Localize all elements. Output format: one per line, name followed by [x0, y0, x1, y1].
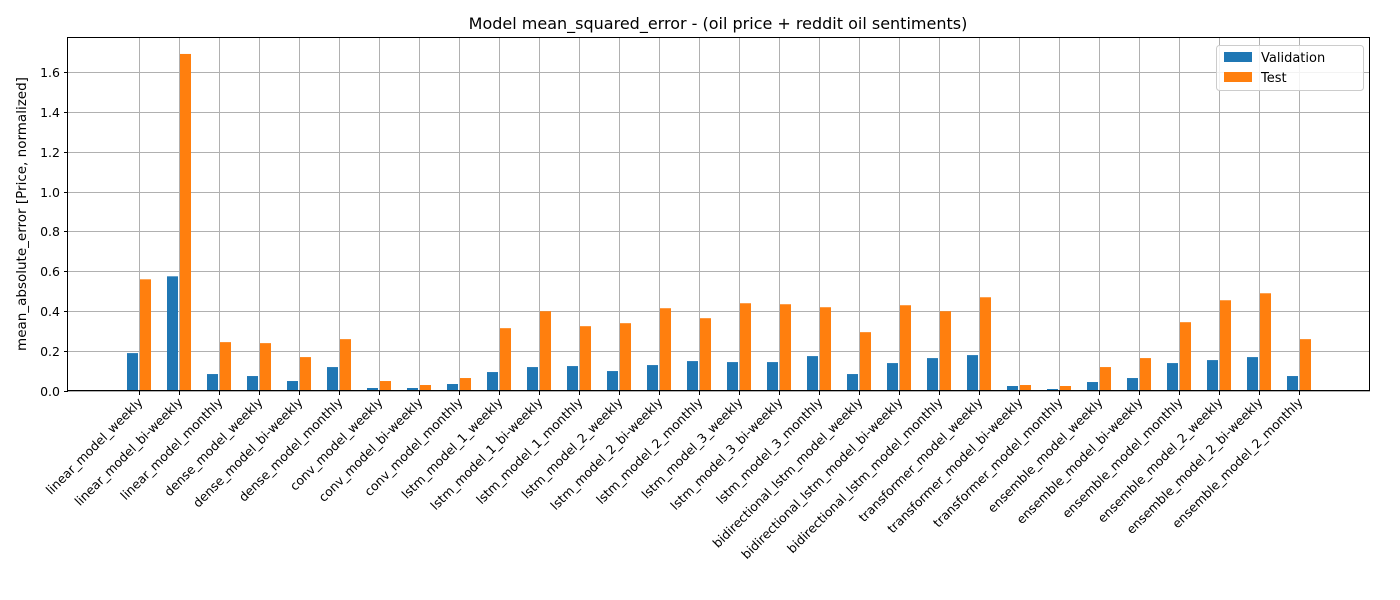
validation-bar — [1287, 376, 1298, 391]
legend-label: Test — [1260, 71, 1287, 86]
test-bar — [1100, 367, 1111, 391]
y-tick-label: 0.8 — [40, 224, 60, 239]
validation-bar — [207, 374, 218, 391]
test-bar — [340, 339, 351, 391]
validation-bar — [807, 356, 818, 391]
test-bar — [1020, 385, 1031, 391]
validation-bar — [1127, 378, 1138, 391]
validation-bar — [127, 353, 138, 391]
test-bar — [660, 308, 671, 391]
test-bar — [500, 328, 511, 391]
test-bar — [220, 342, 231, 391]
validation-bar — [1167, 363, 1178, 391]
legend-frame — [1216, 45, 1364, 91]
test-bar — [700, 318, 711, 391]
test-bar — [1060, 386, 1071, 391]
validation-bar — [1207, 360, 1218, 391]
y-tick-label: 1.6 — [40, 65, 60, 80]
test-bar — [1300, 339, 1311, 391]
test-bar — [940, 311, 951, 391]
test-bar — [900, 305, 911, 391]
test-bar — [740, 303, 751, 391]
validation-bar — [567, 366, 578, 391]
y-tick-label: 0.2 — [40, 344, 60, 359]
validation-bar — [327, 367, 338, 391]
validation-bar — [447, 384, 458, 391]
test-bar — [540, 311, 551, 391]
validation-bar — [247, 376, 258, 391]
test-bar — [1260, 293, 1271, 391]
validation-bar — [1087, 382, 1098, 391]
validation-bar — [647, 365, 658, 391]
test-bar — [300, 357, 311, 391]
test-bar — [180, 53, 191, 391]
validation-bar — [607, 371, 618, 391]
validation-bar — [927, 358, 938, 391]
test-bar — [780, 304, 791, 391]
y-axis-ticks: 0.0 0.2 0.4 0.6 0.8 1.0 1.2 1.4 1.6 — [40, 65, 68, 399]
legend-swatch — [1224, 72, 1252, 82]
validation-bar — [887, 363, 898, 391]
validation-bar — [367, 388, 378, 391]
x-axis-ticks: linear_model_weeklylinear_model_bi-weekl… — [43, 391, 1306, 562]
chart-title: Model mean_squared_error - (oil price + … — [469, 14, 968, 34]
test-bar — [860, 332, 871, 391]
validation-bar — [847, 374, 858, 391]
validation-bar — [287, 381, 298, 391]
validation-bar — [407, 388, 418, 391]
test-bar — [380, 381, 391, 391]
test-bar — [140, 279, 151, 391]
y-tick-label: 0.6 — [40, 264, 60, 279]
test-bar — [1220, 300, 1231, 391]
test-bar — [820, 307, 831, 391]
validation-bar — [487, 372, 498, 391]
validation-bar — [687, 361, 698, 391]
validation-bar — [527, 367, 538, 391]
bars — [127, 53, 1311, 391]
y-tick-label: 0.4 — [40, 304, 60, 319]
y-tick-label: 1.0 — [40, 185, 60, 200]
legend-swatch — [1224, 52, 1252, 62]
validation-bar — [1007, 386, 1018, 391]
y-tick-label: 1.2 — [40, 145, 60, 160]
test-bar — [1180, 322, 1191, 391]
validation-bar — [167, 276, 178, 391]
validation-bar — [967, 355, 978, 391]
test-bar — [580, 326, 591, 391]
test-bar — [1140, 358, 1151, 391]
grid-lines — [68, 38, 1370, 392]
plot-frame — [67, 37, 1370, 391]
test-bar — [260, 343, 271, 391]
test-bar — [620, 323, 631, 391]
legend-label: Validation — [1261, 51, 1325, 66]
validation-bar — [727, 362, 738, 391]
validation-bar — [1247, 357, 1258, 391]
test-bar — [980, 297, 991, 391]
test-bar — [420, 385, 431, 391]
validation-bar — [767, 362, 778, 391]
test-bar — [460, 378, 471, 391]
y-axis-title: mean_absolute_error [Price, normalized] — [14, 77, 30, 351]
legend: Validation Test — [1216, 45, 1364, 91]
y-tick-label: 0.0 — [40, 384, 60, 399]
y-tick-label: 1.4 — [40, 105, 60, 120]
